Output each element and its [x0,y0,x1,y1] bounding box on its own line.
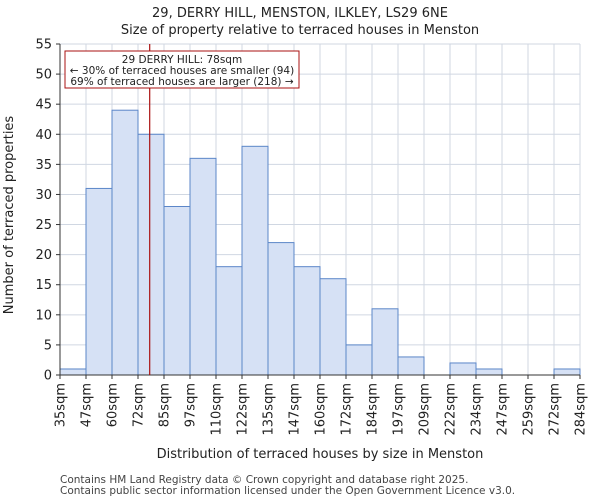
histogram-bar [267,242,295,376]
x-tick-label: 35sqm [54,383,69,427]
histogram-bar [319,278,347,376]
y-tick-label: 25 [35,218,52,233]
x-tick-label: 160sqm [314,383,329,436]
annotation: 29 DERRY HILL: 78sqm ← 30% of terraced h… [64,50,300,89]
y-tick-label: 45 [35,98,52,113]
y-tick-label: 5 [44,338,52,353]
x-tick-label: 284sqm [574,383,589,436]
y-tick-label: 20 [35,248,52,263]
x-tick-label: 72sqm [132,383,147,427]
footer-line-2: Contains public sector information licen… [60,485,516,497]
bars-layer [59,109,581,376]
y-tick-label: 10 [35,308,52,323]
x-tick-label: 97sqm [184,383,199,427]
annotation-line-3: 69% of terraced houses are larger (218) … [70,76,293,88]
x-tick-label: 147sqm [288,383,303,436]
histogram-bar [371,308,399,376]
x-tick-label: 222sqm [444,383,459,436]
x-tick-label: 85sqm [158,383,173,427]
histogram-bar [293,266,321,376]
x-tick-label: 197sqm [392,383,407,436]
histogram-bar [475,368,503,376]
x-tick-label: 60sqm [106,383,121,427]
annotation-line-1: 29 DERRY HILL: 78sqm [122,54,242,66]
axes-layer: 0 5 10 15 20 25 30 35 40 45 50 55 35sqm 47sqm 60sqm 72s… [35,38,588,436]
x-tick-label: 234sqm [470,383,485,436]
x-tick-label: 184sqm [366,383,381,436]
histogram-bar [59,368,87,376]
y-tick-label: 50 [35,68,52,83]
y-tick-label: 15 [35,278,52,293]
histogram-bar [137,133,165,376]
y-tick-label: 35 [35,158,52,173]
histogram-bar [397,356,425,376]
histogram-bar [163,205,191,376]
x-tick-label: 247sqm [496,383,511,436]
histogram-bar [345,344,373,376]
histogram-bar [241,145,269,376]
x-tick-label: 122sqm [236,383,251,436]
y-axis-label: Number of terraced properties [2,116,17,315]
x-tick-label: 209sqm [418,383,433,436]
annotation-box [64,50,300,89]
annotation-line-2: ← 30% of terraced houses are smaller (94… [70,65,294,77]
x-tick-label: 259sqm [522,383,537,436]
y-tick-label: 40 [35,128,52,143]
histogram-bar [85,187,113,376]
histogram-bar [111,109,139,376]
x-tick-label: 47sqm [80,383,95,427]
histogram-bar [215,266,243,376]
x-tick-label: 172sqm [340,383,355,436]
histogram-bar [189,157,217,376]
chart-title: 29, DERRY HILL, MENSTON, ILKLEY, LS29 6N… [152,6,448,21]
x-tick-label: 135sqm [262,383,277,436]
footer-line-1: Contains HM Land Registry data © Crown c… [60,474,469,486]
histogram-bar [553,368,581,376]
chart-subtitle: Size of property relative to terraced ho… [120,23,480,38]
y-tick-label: 30 [35,188,52,203]
histogram-bar [449,362,477,376]
y-tick-label: 55 [35,38,52,53]
x-tick-label: 110sqm [210,383,225,436]
x-axis-label: Distribution of terraced houses by size … [157,447,484,462]
x-tick-label: 272sqm [548,383,563,436]
y-tick-label: 0 [44,369,52,384]
